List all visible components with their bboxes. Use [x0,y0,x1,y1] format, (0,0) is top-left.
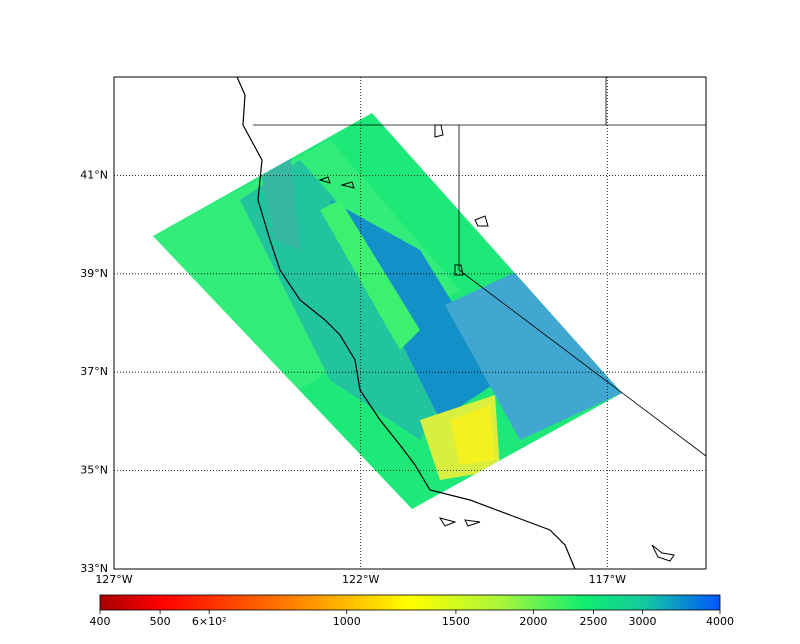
colorbar-tick-label: 3000 [629,615,657,628]
data-swath [153,113,622,509]
y-tick-label: 35°N [80,464,108,477]
x-tick-label: 117°W [589,573,626,586]
colorbar-tick-label: 500 [150,615,171,628]
colorbar [99,594,721,611]
colorbar-tick-label: 2500 [579,615,607,628]
lakes [318,124,675,562]
y-tick-label: 33°N [80,562,108,575]
coastline [236,76,576,570]
y-tick-label: 41°N [80,168,108,181]
map-area [113,76,707,570]
y-tick-label: 39°N [80,267,108,280]
colorbar-tick-label: 400 [90,615,111,628]
colorbar-tick-label: 1000 [333,615,361,628]
colorbar-tick-label: 2000 [519,615,547,628]
colorbar-tick-label: 1500 [442,615,470,628]
colorbar-tick-label: 6×10² [192,615,227,628]
y-tick-label: 37°N [80,365,108,378]
state-border [458,125,707,457]
x-tick-label: 127°W [95,573,132,586]
x-tick-label: 122°W [342,573,379,586]
colorbar-tick-label: 4000 [706,615,734,628]
